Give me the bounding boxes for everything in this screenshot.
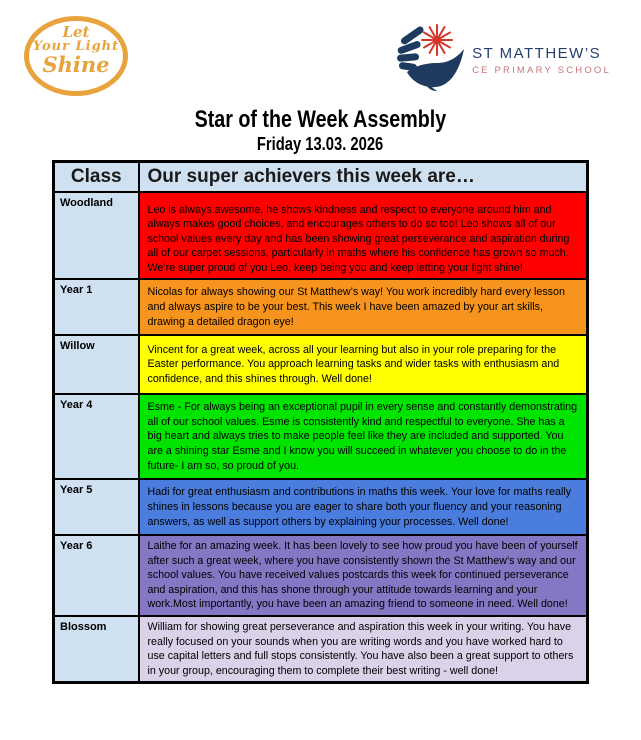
table-header-row: Class Our super achievers this week are… [52, 160, 589, 193]
achiever-text-cell: Leo is always awesome, he shows kindness… [137, 190, 589, 281]
shine-logo-text: Shine [42, 52, 110, 77]
school-subtitle: CE PRIMARY SCHOOL [472, 64, 611, 76]
header-class: Class [52, 160, 140, 193]
achievers-table: Class Our super achievers this week are…… [52, 160, 589, 685]
shine-logo-text: Your Light [32, 39, 120, 54]
class-cell: Year 4 [52, 393, 140, 481]
class-cell: Year 1 [52, 278, 140, 337]
school-name: ST MATTHEW’S [472, 44, 602, 62]
school-logo-text: ST MATTHEW’S CE PRIMARY SCHOOL [472, 45, 611, 76]
let-your-light-shine-logo: Let Your Light Shine [24, 16, 128, 96]
hand-and-sun-icon [397, 24, 465, 91]
page-date: Friday 13.03. 2026 [257, 134, 384, 154]
achiever-text-cell: William for showing great perseverance a… [137, 614, 589, 684]
header-achievers: Our super achievers this week are… [137, 160, 589, 193]
achiever-text-cell: Nicolas for always showing our St Matthe… [137, 278, 589, 337]
page-title: Star of the Week Assembly [194, 106, 447, 133]
class-cell: Woodland [52, 190, 140, 281]
row-year-4: Year 4 Esme - For always being an except… [52, 393, 589, 481]
row-willow: Willow Vincent for a great week, across … [52, 334, 589, 396]
achiever-text-cell: Laithe for an amazing week. It has been … [137, 534, 589, 617]
achiever-text-cell: Esme - For always being an exceptional p… [137, 393, 589, 481]
st-matthews-school-logo: ST MATTHEW’S CE PRIMARY SCHOOL [396, 22, 611, 92]
achiever-text-cell: Vincent for a great week, across all you… [137, 334, 589, 396]
class-cell: Willow [52, 334, 140, 396]
row-woodland: Woodland Leo is always awesome, he shows… [52, 190, 589, 281]
row-year-1: Year 1 Nicolas for always showing our St… [52, 278, 589, 337]
row-year-6: Year 6 Laithe for an amazing week. It ha… [52, 534, 589, 617]
class-cell: Blossom [52, 614, 140, 684]
achiever-text-cell: Hadi for great enthusiasm and contributi… [137, 478, 589, 537]
masthead: Let Your Light Shine [0, 0, 641, 100]
row-blossom: Blossom William for showing great persev… [52, 614, 589, 684]
shine-logo-text: Let [62, 23, 90, 41]
class-cell: Year 5 [52, 478, 140, 537]
class-cell: Year 6 [52, 534, 140, 617]
row-year-5: Year 5 Hadi for great enthusiasm and con… [52, 478, 589, 537]
